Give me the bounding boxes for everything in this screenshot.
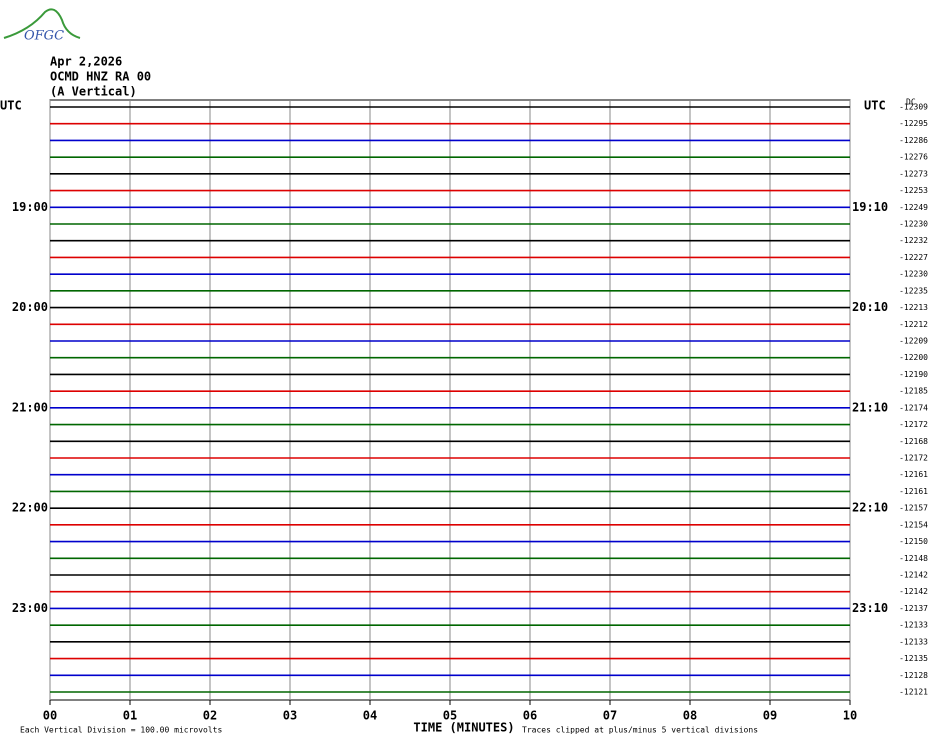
x-tick-label: 07 bbox=[603, 709, 617, 723]
offset-label: -12185 bbox=[899, 387, 928, 396]
time-label: 21:10 bbox=[852, 400, 888, 414]
left-axis-label: UTC bbox=[0, 99, 22, 113]
offset-label: -12253 bbox=[899, 186, 928, 195]
offset-label: -12150 bbox=[899, 537, 928, 546]
offset-label: -12309 bbox=[899, 103, 928, 112]
x-tick-label: 09 bbox=[763, 709, 777, 723]
x-tick-label: 01 bbox=[123, 709, 137, 723]
offset-label: -12273 bbox=[899, 169, 928, 178]
station: OCMD HNZ RA 00 bbox=[50, 70, 151, 84]
x-tick-label: 02 bbox=[203, 709, 217, 723]
offset-label: -12128 bbox=[899, 671, 928, 680]
x-tick-label: 04 bbox=[363, 709, 377, 723]
offset-label: -12295 bbox=[899, 119, 928, 128]
offset-label: -12137 bbox=[899, 604, 928, 613]
offset-label: -12209 bbox=[899, 337, 928, 346]
time-label: 20:00 bbox=[12, 300, 48, 314]
clip-note: Traces clipped at plus/minus 5 vertical … bbox=[522, 726, 758, 735]
x-tick-label: 00 bbox=[43, 709, 57, 723]
offset-label: -12232 bbox=[899, 236, 928, 245]
right-axis-label: UTC bbox=[864, 99, 886, 113]
offset-label: -12133 bbox=[899, 637, 928, 646]
time-label: 19:00 bbox=[12, 200, 48, 214]
x-tick-label: 10 bbox=[843, 709, 857, 723]
offset-label: -12230 bbox=[899, 220, 928, 229]
offset-label: -12135 bbox=[899, 654, 928, 663]
offset-label: -12133 bbox=[899, 621, 928, 630]
date: Apr 2,2026 bbox=[50, 55, 122, 69]
x-tick-label: 05 bbox=[443, 709, 457, 723]
time-label: 23:10 bbox=[852, 601, 888, 615]
component: (A Vertical) bbox=[50, 85, 137, 99]
offset-label: -12227 bbox=[899, 253, 928, 262]
time-label: 22:10 bbox=[852, 501, 888, 515]
time-label: 20:10 bbox=[852, 300, 888, 314]
time-label: 21:00 bbox=[12, 400, 48, 414]
offset-label: -12168 bbox=[899, 437, 928, 446]
x-tick-label: 03 bbox=[283, 709, 297, 723]
time-label: 23:00 bbox=[12, 601, 48, 615]
offset-label: -12148 bbox=[899, 554, 928, 563]
x-tick-label: 08 bbox=[683, 709, 697, 723]
offset-label: -12190 bbox=[899, 370, 928, 379]
offset-label: -12174 bbox=[899, 403, 928, 412]
offset-label: -12213 bbox=[899, 303, 928, 312]
offset-label: -12286 bbox=[899, 136, 928, 145]
time-label: 22:00 bbox=[12, 501, 48, 515]
offset-label: -12154 bbox=[899, 520, 928, 529]
offset-header: DC bbox=[906, 98, 916, 107]
offset-label: -12249 bbox=[899, 203, 928, 212]
logo-text: OFGC bbox=[24, 29, 64, 44]
offset-label: -12161 bbox=[899, 470, 928, 479]
offset-label: -12172 bbox=[899, 454, 928, 463]
offset-label: -12142 bbox=[899, 571, 928, 580]
offset-label: -12200 bbox=[899, 353, 928, 362]
x-axis-label: TIME (MINUTES) bbox=[413, 721, 514, 735]
logo-swoosh bbox=[3, 8, 81, 39]
offset-label: -12121 bbox=[899, 688, 928, 697]
offset-label: -12142 bbox=[899, 587, 928, 596]
scale-note: Each Vertical Division = 100.00 microvol… bbox=[20, 726, 222, 735]
time-label: 19:10 bbox=[852, 200, 888, 214]
offset-label: -12212 bbox=[899, 320, 928, 329]
offset-label: -12276 bbox=[899, 153, 928, 162]
offset-label: -12235 bbox=[899, 286, 928, 295]
offset-label: -12172 bbox=[899, 420, 928, 429]
x-tick-label: 06 bbox=[523, 709, 537, 723]
offset-label: -12157 bbox=[899, 504, 928, 513]
offset-label: -12230 bbox=[899, 270, 928, 279]
offset-label: -12161 bbox=[899, 487, 928, 496]
